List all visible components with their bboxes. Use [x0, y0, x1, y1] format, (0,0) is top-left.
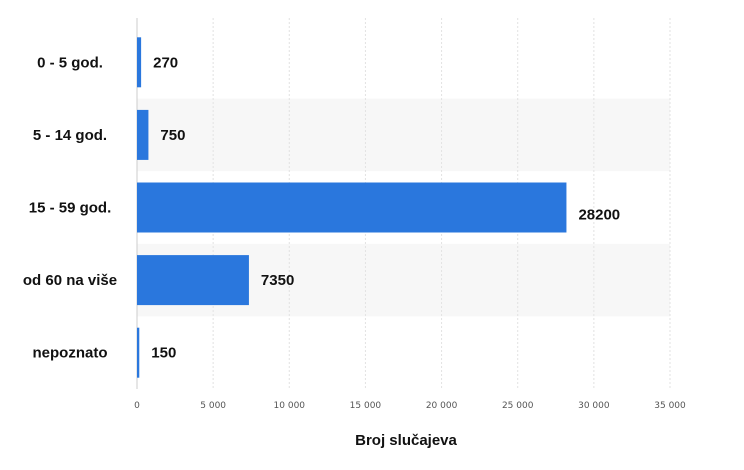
bars [137, 37, 567, 378]
bar [137, 255, 249, 306]
x-tick-label: 15 000 [350, 401, 382, 411]
x-tick-label: 25 000 [502, 401, 534, 411]
x-axis-title: Broj slučajeva [355, 432, 457, 449]
category-label: 5 - 14 god. [33, 127, 107, 144]
category-labels: 0 - 5 god. 5 - 14 god. 15 - 59 god. od 60 n… [23, 54, 117, 361]
x-tick-label: 10 000 [274, 401, 306, 411]
value-labels: 270 750 28200 7350 150 [151, 54, 620, 361]
row-band [137, 98, 670, 172]
value-label: 750 [160, 127, 185, 144]
x-tick-label: 20 000 [426, 401, 458, 411]
category-label: 15 - 59 god. [29, 200, 112, 217]
value-label: 150 [151, 345, 176, 362]
x-tick-label: 0 [134, 401, 140, 411]
bar [137, 109, 149, 160]
category-label: od 60 na više [23, 272, 117, 289]
bar [137, 37, 142, 88]
category-label: 0 - 5 god. [37, 54, 103, 71]
value-label: 270 [153, 54, 178, 71]
category-label: nepoznato [33, 345, 108, 362]
x-tick-labels: 0 5 000 10 000 15 000 20 000 25 000 30 000 35 0… [134, 401, 686, 411]
x-tick-label: 30 000 [578, 401, 610, 411]
bar [137, 182, 567, 233]
x-tick-label: 5 000 [200, 401, 226, 411]
value-label: 7350 [261, 272, 294, 289]
x-tick-label: 35 000 [654, 401, 686, 411]
bar [137, 327, 140, 378]
value-label: 28200 [578, 207, 620, 224]
